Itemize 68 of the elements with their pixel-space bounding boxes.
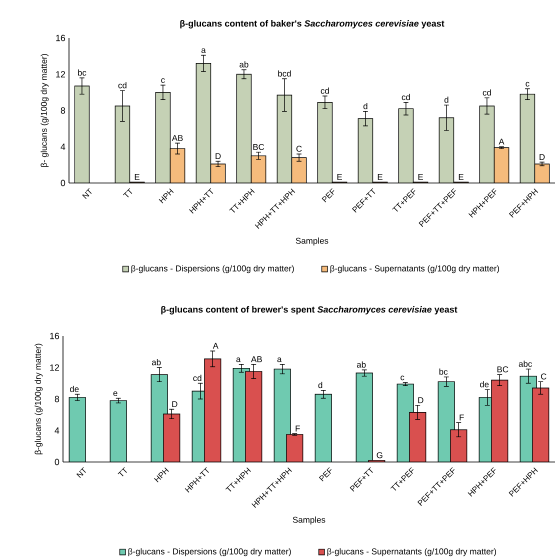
data-label: ab — [356, 361, 366, 368]
data-label: ab — [152, 359, 161, 366]
legend-label: β-glucans - Supernatants (g/100g dry matter) — [327, 548, 496, 556]
y-axis-title: β- glucans (g/100g dry matter) — [40, 54, 49, 167]
data-label: A — [498, 138, 504, 145]
y-tick-label: 16 — [56, 34, 66, 42]
data-label: d — [363, 102, 368, 110]
data-label: de — [70, 386, 79, 392]
y-tick-label: 8 — [54, 396, 60, 402]
chart-title: β-glucans content of baker's Saccharomyces cerevisiae yeast — [180, 20, 444, 28]
y-tick-label: 12 — [50, 364, 60, 371]
y-tick-label: 0 — [54, 458, 60, 466]
data-label: cd — [193, 374, 202, 382]
data-label: D — [418, 397, 424, 404]
data-label: D — [216, 153, 221, 160]
data-label: bc — [78, 69, 86, 76]
data-label: cd — [402, 94, 410, 100]
data-label: c — [161, 78, 165, 83]
x-tick-label: NT — [82, 188, 92, 199]
data-label: de — [480, 381, 489, 388]
data-label: C — [296, 146, 302, 152]
data-label: D — [540, 154, 545, 160]
legend-label: β-glucans - Dispersions (g/100g dry matter) — [128, 548, 291, 556]
data-label: BC — [497, 366, 508, 372]
y-tick-label: 12 — [56, 71, 66, 78]
data-label: cd — [320, 88, 329, 94]
data-label: A — [212, 342, 218, 349]
data-label: F — [460, 414, 464, 420]
data-label: ab — [240, 61, 248, 68]
data-label: E — [337, 174, 342, 180]
y-axis-title: β-glucans (g/100g dry matter) — [34, 344, 43, 454]
x-axis-title: Samples — [292, 516, 326, 524]
x-tick-label: TT — [122, 188, 132, 198]
data-label: AB — [172, 135, 183, 141]
y-tick-label: 8 — [60, 107, 66, 114]
y-tick-label: 16 — [50, 332, 60, 340]
data-label: E — [378, 174, 383, 180]
chart-title: β-glucans content of brewer's spent Saccharomyces cerevisiae yeast — [161, 306, 458, 314]
data-label: D — [172, 401, 178, 408]
data-label: E — [458, 174, 464, 180]
data-label: cd — [118, 82, 126, 88]
data-label: c — [400, 376, 404, 380]
data-label: d — [318, 382, 322, 388]
legend-label: β-glucans - Dispersions (g/100g dry matter) — [131, 265, 294, 274]
y-tick-label: 4 — [54, 427, 60, 434]
data-label: E — [134, 174, 140, 180]
data-label: E — [418, 174, 424, 180]
data-label: bc — [439, 368, 448, 375]
data-label: F — [296, 426, 300, 432]
x-axis-title: Samples — [296, 238, 328, 246]
data-label: G — [376, 452, 382, 458]
x-tick-label: TT — [118, 467, 127, 476]
y-tick-label: 4 — [60, 144, 66, 150]
data-label: bcd — [278, 70, 291, 77]
data-label: a — [277, 357, 282, 362]
data-label: AB — [250, 356, 262, 362]
data-label: c — [526, 82, 530, 87]
legend-label: β-glucans - Supernatants (g/100g dry matter) — [330, 265, 500, 274]
data-label: C — [541, 373, 546, 380]
data-label: e — [113, 391, 118, 396]
x-tick-label: NT — [76, 467, 86, 478]
data-label: d — [444, 96, 448, 103]
data-label: abc — [518, 360, 532, 367]
y-tick-label: 0 — [60, 180, 66, 186]
data-label: a — [236, 357, 241, 362]
data-label: a — [201, 48, 206, 54]
data-label: cd — [482, 89, 491, 96]
data-label: BC — [253, 144, 264, 150]
